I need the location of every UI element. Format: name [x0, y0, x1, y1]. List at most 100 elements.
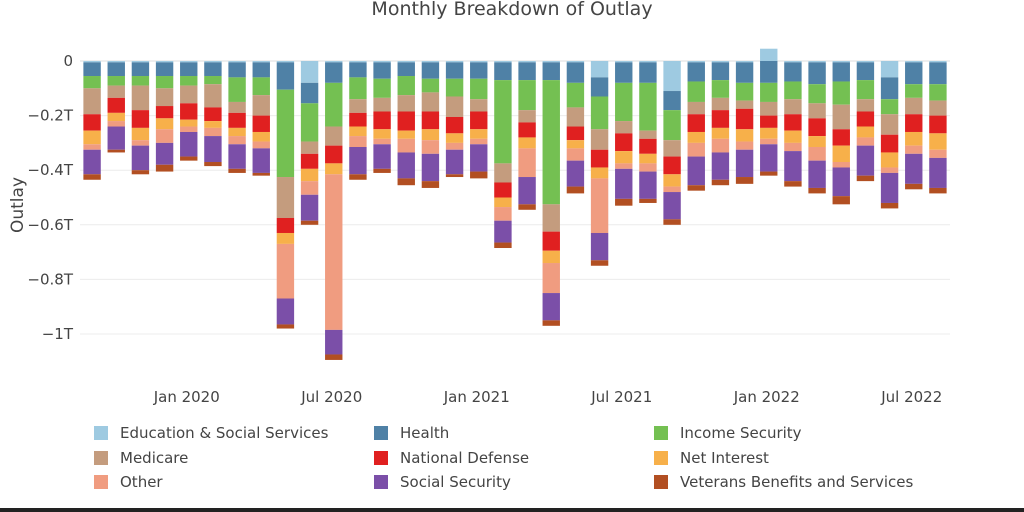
bar-segment[interactable]	[445, 62, 464, 79]
bar-segment[interactable]	[155, 61, 174, 63]
bar-segment[interactable]	[856, 175, 875, 182]
bar-segment[interactable]	[349, 136, 367, 147]
bar-segment[interactable]	[808, 160, 826, 188]
bar-segment[interactable]	[83, 114, 101, 131]
bar-segment[interactable]	[711, 127, 730, 139]
bar-segment[interactable]	[252, 62, 270, 78]
bar-segment[interactable]	[107, 149, 125, 153]
bar-segment[interactable]	[494, 197, 512, 208]
bar-segment[interactable]	[349, 126, 367, 137]
bar-segment[interactable]	[421, 181, 440, 188]
bar-segment[interactable]	[470, 144, 488, 172]
bar-segment[interactable]	[349, 62, 367, 78]
bar-segment[interactable]	[349, 77, 367, 100]
bar-segment[interactable]	[735, 62, 754, 83]
bar-segment[interactable]	[856, 61, 875, 63]
bar-segment[interactable]	[856, 137, 875, 146]
bar-segment[interactable]	[832, 162, 850, 168]
bar-segment[interactable]	[325, 354, 343, 360]
bar-segment[interactable]	[760, 127, 778, 139]
bar-segment[interactable]	[542, 80, 560, 205]
bar-segment[interactable]	[445, 61, 464, 63]
bar-segment[interactable]	[760, 171, 778, 176]
bar-segment[interactable]	[929, 84, 947, 101]
bar-segment[interactable]	[83, 174, 101, 180]
bar-segment[interactable]	[276, 89, 295, 178]
bar-segment[interactable]	[808, 136, 826, 147]
bar-segment[interactable]	[276, 62, 295, 90]
bar-segment[interactable]	[470, 129, 488, 139]
bar-segment[interactable]	[711, 179, 730, 186]
bar-segment[interactable]	[615, 198, 633, 206]
bar-segment[interactable]	[494, 220, 512, 243]
bar-segment[interactable]	[856, 99, 875, 112]
bar-segment[interactable]	[590, 149, 609, 168]
bar-segment[interactable]	[373, 78, 391, 98]
bar-segment[interactable]	[905, 145, 923, 154]
bar-segment[interactable]	[566, 107, 585, 127]
legend-item[interactable]: Veterans Benefits and Services	[654, 473, 913, 491]
bar-segment[interactable]	[349, 112, 367, 127]
bar-segment[interactable]	[349, 146, 367, 175]
bar-segment[interactable]	[421, 61, 440, 63]
bar-segment[interactable]	[155, 76, 174, 89]
bar-segment[interactable]	[929, 62, 947, 85]
bar-segment[interactable]	[880, 202, 899, 209]
bar-segment[interactable]	[155, 129, 174, 143]
bar-segment[interactable]	[808, 118, 826, 137]
bar-segment[interactable]	[566, 148, 585, 161]
bar-segment[interactable]	[131, 85, 150, 111]
bar-segment[interactable]	[856, 126, 875, 138]
bar-segment[interactable]	[687, 185, 705, 191]
bar-segment[interactable]	[349, 174, 367, 180]
bar-segment[interactable]	[687, 142, 705, 157]
bar-segment[interactable]	[494, 242, 512, 249]
bar-segment[interactable]	[107, 121, 125, 127]
bar-segment[interactable]	[445, 78, 464, 97]
bar-segment[interactable]	[518, 62, 536, 81]
bar-segment[interactable]	[590, 96, 609, 130]
bar-segment[interactable]	[929, 133, 947, 150]
bar-segment[interactable]	[808, 103, 826, 119]
bar-segment[interactable]	[494, 163, 512, 183]
bar-segment[interactable]	[880, 134, 899, 153]
bar-segment[interactable]	[155, 118, 174, 130]
bar-segment[interactable]	[566, 126, 585, 141]
bar-segment[interactable]	[735, 141, 754, 150]
bar-segment[interactable]	[615, 168, 633, 199]
bar-segment[interactable]	[784, 114, 802, 131]
bar-segment[interactable]	[832, 145, 850, 163]
bar-segment[interactable]	[760, 61, 778, 83]
bar-segment[interactable]	[107, 126, 125, 150]
bar-segment[interactable]	[445, 133, 464, 143]
bar-segment[interactable]	[784, 61, 802, 63]
bar-segment[interactable]	[518, 61, 536, 63]
bar-segment[interactable]	[711, 62, 730, 81]
bar-segment[interactable]	[518, 148, 536, 178]
bar-segment[interactable]	[784, 62, 802, 82]
legend[interactable]: Education & Social Services Health Income …	[94, 424, 913, 491]
bar-segment[interactable]	[397, 111, 415, 131]
bar-segment[interactable]	[131, 140, 150, 146]
bar-segment[interactable]	[397, 62, 415, 77]
bar-segment[interactable]	[542, 231, 560, 251]
bar-segment[interactable]	[929, 115, 947, 134]
bar-segment[interactable]	[252, 95, 270, 116]
bar-segment[interactable]	[880, 152, 899, 168]
bar-segment[interactable]	[542, 204, 560, 232]
bar-segment[interactable]	[397, 61, 415, 63]
bar-segment[interactable]	[276, 298, 295, 325]
bar-segment[interactable]	[155, 164, 174, 172]
bar-segment[interactable]	[905, 131, 923, 146]
bar-segment[interactable]	[784, 130, 802, 143]
bar-segment[interactable]	[615, 62, 633, 83]
bar-segment[interactable]	[566, 186, 585, 194]
bar-segment[interactable]	[470, 99, 488, 112]
bar-segment[interactable]	[252, 77, 270, 96]
bar-segment[interactable]	[760, 48, 778, 61]
bar-segment[interactable]	[735, 108, 754, 130]
bar-segment[interactable]	[180, 62, 198, 77]
bar-segment[interactable]	[615, 133, 633, 152]
legend-item[interactable]: Social Security	[374, 473, 511, 491]
bar-segment[interactable]	[131, 170, 150, 175]
